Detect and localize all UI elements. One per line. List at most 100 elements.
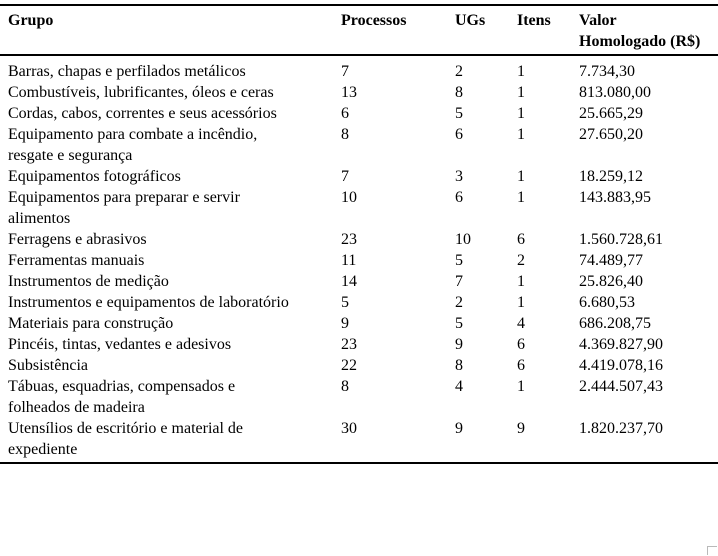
cell-valor: 4.419.078,16 bbox=[579, 357, 663, 374]
cell-processos: 7 bbox=[341, 63, 349, 80]
cell-itens: 1 bbox=[517, 378, 525, 395]
table-row: Utensílios de escritório e material de e… bbox=[0, 418, 718, 463]
cell-processos: 13 bbox=[341, 84, 357, 101]
table-row: Instrumentos e equipamentos de laboratór… bbox=[0, 292, 718, 313]
cell-grupo: Cordas, cabos, correntes e seus acessóri… bbox=[8, 105, 277, 122]
cell-valor: 686.208,75 bbox=[579, 315, 651, 332]
table-row: Instrumentos de medição 14 7 1 25.826,40 bbox=[0, 271, 718, 292]
cell-valor: 6.680,53 bbox=[579, 294, 635, 311]
cell-valor: 25.665,29 bbox=[579, 105, 643, 122]
table-row: Tábuas, esquadrias, compensados e folhea… bbox=[0, 376, 718, 418]
cell-itens: 4 bbox=[517, 315, 525, 332]
column-header-grupo: Grupo bbox=[0, 5, 333, 56]
cell-ugs: 5 bbox=[455, 315, 463, 332]
cell-itens: 6 bbox=[517, 336, 525, 353]
table-body: Barras, chapas e perfilados metálicos 7 … bbox=[0, 55, 718, 463]
table-row: Equipamento para combate a incêndio, res… bbox=[0, 124, 718, 166]
cell-grupo: Combustíveis, lubrificantes, óleos e cer… bbox=[8, 84, 274, 101]
cell-valor: 74.489,77 bbox=[579, 252, 643, 269]
cell-grupo: Equipamento para combate a incêndio, res… bbox=[8, 126, 258, 164]
table-row: Subsistência 22 8 6 4.419.078,16 bbox=[0, 355, 718, 376]
cell-valor: 813.080,00 bbox=[579, 84, 651, 101]
cell-valor: 7.734,30 bbox=[579, 63, 635, 80]
cell-grupo: Materiais para construção bbox=[8, 315, 174, 332]
cell-itens: 1 bbox=[517, 294, 525, 311]
cell-processos: 8 bbox=[341, 126, 349, 143]
cell-valor: 1.820.237,70 bbox=[579, 420, 663, 437]
cell-itens: 9 bbox=[517, 420, 525, 437]
table-resize-handle-icon bbox=[707, 546, 717, 555]
table-row: Barras, chapas e perfilados metálicos 7 … bbox=[0, 55, 718, 82]
cell-ugs: 3 bbox=[455, 168, 463, 185]
column-header-valor-homologado: Valor Homologado (R$) bbox=[571, 5, 718, 56]
cell-itens: 1 bbox=[517, 273, 525, 290]
cell-grupo: Barras, chapas e perfilados metálicos bbox=[8, 63, 246, 80]
cell-grupo: Instrumentos de medição bbox=[8, 273, 169, 290]
table-row: Ferramentas manuais 11 5 2 74.489,77 bbox=[0, 250, 718, 271]
cell-valor: 4.369.827,90 bbox=[579, 336, 663, 353]
cell-grupo: Subsistência bbox=[8, 357, 88, 374]
cell-ugs: 9 bbox=[455, 336, 463, 353]
cell-ugs: 7 bbox=[455, 273, 463, 290]
cell-itens: 1 bbox=[517, 168, 525, 185]
cell-itens: 1 bbox=[517, 63, 525, 80]
cell-valor: 25.826,40 bbox=[579, 273, 643, 290]
table-header: Grupo Processos UGs Itens Valor Homologa… bbox=[0, 5, 718, 56]
cell-ugs: 8 bbox=[455, 357, 463, 374]
table-row: Materiais para construção 9 5 4 686.208,… bbox=[0, 313, 718, 334]
table-row: Equipamentos fotográficos 7 3 1 18.259,1… bbox=[0, 166, 718, 187]
cell-grupo: Ferragens e abrasivos bbox=[8, 231, 147, 248]
table-row: Pincéis, tintas, vedantes e adesivos 23 … bbox=[0, 334, 718, 355]
cell-processos: 14 bbox=[341, 273, 357, 290]
cell-grupo: Utensílios de escritório e material de e… bbox=[8, 420, 244, 458]
cell-ugs: 4 bbox=[455, 378, 463, 395]
cell-itens: 1 bbox=[517, 189, 525, 206]
cell-itens: 1 bbox=[517, 84, 525, 101]
table-row: Combustíveis, lubrificantes, óleos e cer… bbox=[0, 82, 718, 103]
column-header-processos: Processos bbox=[333, 5, 447, 56]
cell-processos: 10 bbox=[341, 189, 357, 206]
cell-grupo: Instrumentos e equipamentos de laboratór… bbox=[8, 294, 289, 311]
cell-ugs: 2 bbox=[455, 294, 463, 311]
cell-itens: 1 bbox=[517, 105, 525, 122]
cell-valor: 18.259,12 bbox=[579, 168, 643, 185]
procurement-groups-table: Grupo Processos UGs Itens Valor Homologa… bbox=[0, 4, 718, 464]
cell-ugs: 6 bbox=[455, 189, 463, 206]
column-header-ugs: UGs bbox=[447, 5, 509, 56]
cell-ugs: 6 bbox=[455, 126, 463, 143]
cell-valor: 143.883,95 bbox=[579, 189, 651, 206]
cell-grupo: Equipamentos para preparar e servir alim… bbox=[8, 189, 240, 227]
cell-processos: 7 bbox=[341, 168, 349, 185]
cell-processos: 23 bbox=[341, 231, 357, 248]
cell-processos: 5 bbox=[341, 294, 349, 311]
cell-grupo: Tábuas, esquadrias, compensados e folhea… bbox=[8, 378, 236, 416]
table-row: Cordas, cabos, correntes e seus acessóri… bbox=[0, 103, 718, 124]
header-row: Grupo Processos UGs Itens Valor Homologa… bbox=[0, 5, 718, 56]
cell-ugs: 10 bbox=[455, 231, 471, 248]
cell-grupo: Equipamentos fotográficos bbox=[8, 168, 181, 185]
table-row: Ferragens e abrasivos 23 10 6 1.560.728,… bbox=[0, 229, 718, 250]
cell-processos: 22 bbox=[341, 357, 357, 374]
cell-valor: 1.560.728,61 bbox=[579, 231, 663, 248]
cell-grupo: Ferramentas manuais bbox=[8, 252, 145, 269]
cell-itens: 2 bbox=[517, 252, 525, 269]
cell-processos: 30 bbox=[341, 420, 357, 437]
cell-processos: 23 bbox=[341, 336, 357, 353]
cell-ugs: 9 bbox=[455, 420, 463, 437]
cell-itens: 6 bbox=[517, 231, 525, 248]
cell-itens: 1 bbox=[517, 126, 525, 143]
cell-processos: 8 bbox=[341, 378, 349, 395]
cell-ugs: 2 bbox=[455, 63, 463, 80]
table-row: Equipamentos para preparar e servir alim… bbox=[0, 187, 718, 229]
cell-processos: 9 bbox=[341, 315, 349, 332]
cell-valor: 2.444.507,43 bbox=[579, 378, 663, 395]
cell-ugs: 8 bbox=[455, 84, 463, 101]
cell-valor: 27.650,20 bbox=[579, 126, 643, 143]
cell-processos: 6 bbox=[341, 105, 349, 122]
cell-grupo: Pincéis, tintas, vedantes e adesivos bbox=[8, 336, 232, 353]
cell-ugs: 5 bbox=[455, 105, 463, 122]
column-header-itens: Itens bbox=[509, 5, 571, 56]
cell-itens: 6 bbox=[517, 357, 525, 374]
cell-processos: 11 bbox=[341, 252, 357, 269]
cell-ugs: 5 bbox=[455, 252, 463, 269]
